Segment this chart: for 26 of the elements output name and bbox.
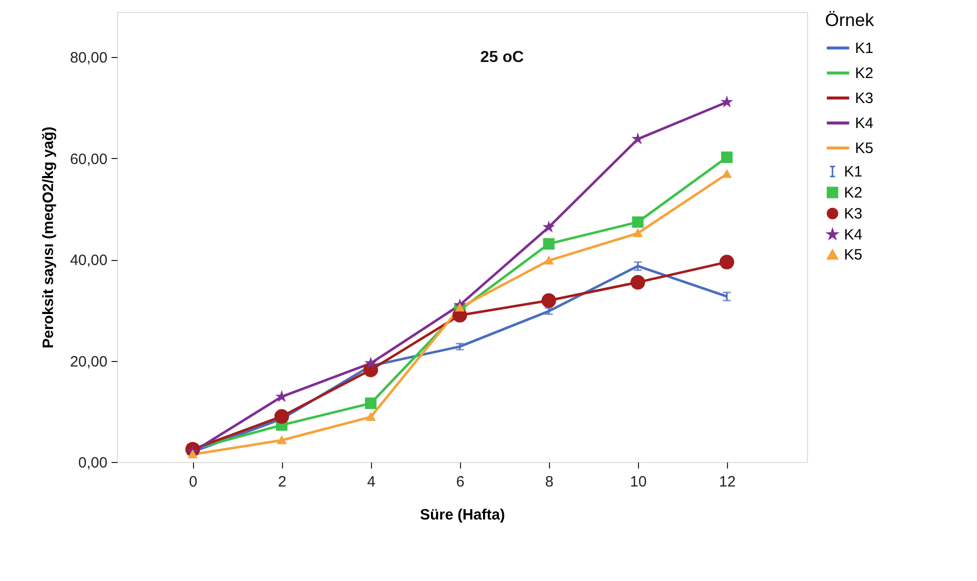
x-tick-label: 2 (278, 474, 286, 490)
x-tick-label: 8 (545, 474, 554, 490)
y-tick-label: 0,00 (78, 454, 108, 472)
y-axis-title: Peroksit sayısı (meqO2/kg yağ) (40, 126, 57, 348)
legend-label: K4 (844, 226, 862, 244)
text: 25 oC (480, 49, 524, 66)
legend-title: Örnek (825, 10, 876, 30)
text: K3 (855, 90, 874, 107)
text: K1 (855, 40, 874, 57)
x-tick-label: 4 (367, 474, 376, 490)
x-tick-label: 12 (719, 474, 736, 490)
y-tick-label: 40,00 (70, 252, 108, 270)
legend-label: K2 (844, 184, 862, 202)
y-tick-label: 60,00 (70, 150, 108, 168)
text: K4 (855, 115, 874, 132)
x-tick-label: 6 (456, 474, 464, 490)
legend-label: K1 (844, 164, 862, 180)
legend-label: K5 (844, 246, 862, 264)
legend-label: K3 (844, 206, 862, 222)
x-tick-label: 10 (630, 474, 647, 490)
y-tick-label: 20,00 (70, 353, 108, 370)
y-tick-label: 80,00 (70, 50, 108, 67)
text: K2 (855, 65, 874, 82)
text: K5 (855, 140, 874, 157)
x-tick-label: 0 (189, 474, 198, 490)
x-axis-title: Süre (Hafta) (420, 506, 506, 524)
